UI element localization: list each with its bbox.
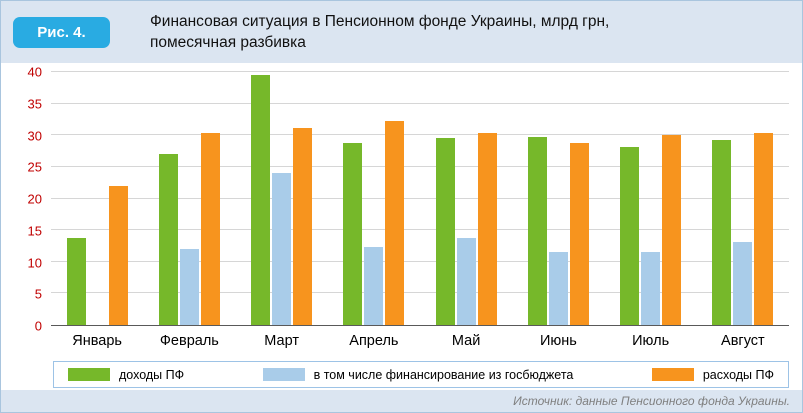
source-note: Источник: данные Пенсионного фонда Украи… [513,394,790,408]
bar-group [51,72,143,325]
bar-revenues [158,154,178,325]
y-tick-label: 20 [27,191,42,207]
bar-revenues [343,143,363,325]
gridline [51,292,789,294]
bar-revenues [527,136,547,325]
gridline [51,102,789,104]
bar-expenditures [108,185,128,325]
bar-revenues [251,75,271,325]
y-tick-label: 30 [27,128,42,143]
legend-label: в том числе финансирование из госбюджета [313,367,574,382]
figure-label: Рис. 4. [37,23,86,41]
plot-area [51,71,789,326]
bar-budget [548,252,568,325]
legend-item: в том числе финансирование из госбюджета [262,367,574,382]
title-line-1: Финансовая ситуация в Пенсионном фонде У… [150,13,610,30]
bar-groups [51,72,789,325]
gridline [51,71,789,72]
bar-expenditures [200,132,220,325]
y-tick-label: 5 [34,286,42,302]
bar-expenditures [477,133,497,325]
y-tick-label: 25 [27,159,42,175]
bar-budget [272,173,292,325]
bar-group [697,72,789,325]
bar-group [420,72,512,325]
gridline [51,134,789,136]
figure-label-badge: Рис. 4. [13,16,110,48]
figure-header: Рис. 4. Финансовая ситуация в Пенсионном… [1,1,802,63]
plot-row: 0 5 10 15 20 25 30 35 40 [1,66,789,333]
legend-item: доходы ПФ [68,368,184,382]
bar-expenditures [754,132,774,325]
bar-expenditures [385,120,405,325]
gridline [51,165,789,167]
figure-title: Финансовая ситуация в Пенсионном фонде У… [150,11,609,53]
x-tick-label: Февраль [159,333,219,349]
legend-item: расходы ПФ [651,367,774,382]
bar-revenues [435,137,455,325]
chart: 0 5 10 15 20 25 30 35 40 Январь Февраль Март Апрель… [1,63,802,390]
legend-swatch [68,368,110,381]
figure-footer: Источник: данные Пенсионного фонда Украи… [1,390,802,412]
bar-budget [733,241,753,325]
legend-swatch [262,368,305,381]
bar-expenditures [293,128,313,325]
bar-revenues [712,140,732,325]
y-tick-label: 15 [27,223,42,239]
x-axis: Январь Февраль Март Апрель Май Июнь Июль Август [51,326,789,356]
y-tick-label: 10 [27,255,42,270]
y-axis: 0 5 10 15 20 25 30 35 40 [1,66,51,333]
y-tick-label: 40 [27,64,42,80]
bar-expenditures [662,134,682,325]
bar-budget [364,246,384,325]
bar-budget [179,249,199,325]
gridline [51,260,789,262]
bar-group [512,72,604,325]
bar-group [143,72,235,325]
bar-group [236,72,328,325]
legend-label: доходы ПФ [119,367,185,382]
gridline [51,229,789,231]
legend-label: расходы ПФ [702,367,774,382]
legend: доходы ПФ в том числе финансирование из г… [53,361,789,388]
bar-expenditures [569,143,589,325]
x-tick-label: Июль [632,333,670,349]
bar-revenues [620,147,640,325]
bar-budget [641,252,661,325]
bar-revenues [66,237,86,325]
bar-budget [456,237,476,325]
legend-swatch [651,368,694,381]
y-tick-label: 0 [34,318,42,334]
title-line-2: помесячная разбивка [150,34,306,51]
y-tick-label: 35 [27,96,42,112]
x-tick-label: Апрель [349,333,399,349]
gridline [51,197,789,199]
x-tick-label: Август [721,333,765,349]
bar-group [605,72,697,325]
x-tick-label: Июнь [539,333,577,349]
bar-group [328,72,420,325]
x-tick-label: Май [451,333,481,349]
x-tick-label: Март [264,333,299,349]
x-tick-label: Январь [72,333,122,349]
